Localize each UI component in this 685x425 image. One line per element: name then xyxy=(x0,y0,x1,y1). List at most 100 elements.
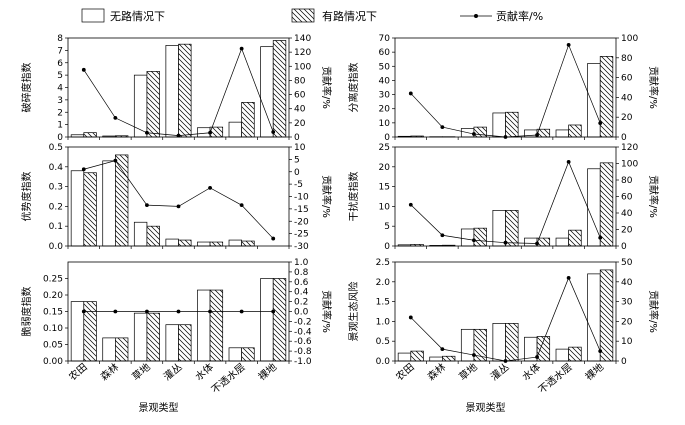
panel5-category-label-2: 草地 xyxy=(456,360,480,383)
panel4-right-tick-label-3: -0.4 xyxy=(294,327,312,337)
panel5-ylabel-right: 贡献率/% xyxy=(647,290,660,333)
panel5-ylabel: 景观生态风险 xyxy=(347,282,360,342)
panel5-bar-without-6 xyxy=(587,273,601,362)
legend-label-without-road: 无路情况下 xyxy=(110,10,165,23)
panel3-contribution-point-6 xyxy=(598,235,603,240)
panel3-contribution-point-3 xyxy=(503,240,508,245)
panel2-left-tick-label-4: 0.4 xyxy=(49,163,64,173)
panel4-category-label-1: 森林 xyxy=(98,360,122,383)
panel5-right-tick-label-3: 30 xyxy=(621,298,633,308)
panel5-left-tick-label-4: 2.0 xyxy=(376,278,391,288)
panel4-ylabel: 脆弱度指数 xyxy=(20,287,33,337)
panel0-right-tick-label-7: 140 xyxy=(294,34,311,44)
panel4-right-tick-label-4: -0.2 xyxy=(294,317,312,327)
panel4-bar-with-3 xyxy=(178,324,192,362)
panel2-left-tick-label-2: 0.2 xyxy=(49,202,63,212)
panel0-left-tick-label-4: 4 xyxy=(57,84,63,94)
panel3-contribution-point-1 xyxy=(440,233,445,238)
panel5-bar-with-0 xyxy=(410,350,424,362)
panel2-right-tick-label-2: -20 xyxy=(294,217,309,227)
panel5-bar-with-3 xyxy=(505,323,519,362)
legend-label-with-road: 有路情况下 xyxy=(322,9,377,23)
panel1-left-tick-label-3: 30 xyxy=(379,91,391,101)
panel2-contribution-point-4 xyxy=(208,185,212,190)
panel0-left-tick-label-7: 7 xyxy=(57,46,63,56)
panel3-bar-with-3 xyxy=(505,210,519,247)
panel3-ylabel: 干扰度指数 xyxy=(347,172,360,222)
panel5-xlabel: 景观类型 xyxy=(466,401,506,414)
panel1-right-tick-label-2: 40 xyxy=(621,93,633,103)
panel3-right-tick-label-0: 0 xyxy=(621,242,627,252)
panel5-category-label-4: 水体 xyxy=(520,361,543,383)
panel3-bar-without-6 xyxy=(587,168,601,247)
panel0-bar-without-6 xyxy=(260,46,274,138)
panel0-bar-with-6 xyxy=(272,40,287,138)
panel2-bar-without-5 xyxy=(228,239,242,247)
panel4-right-tick-label-1: -0.8 xyxy=(294,347,312,357)
panel4-right-tick-label-7: 0.4 xyxy=(294,288,309,298)
panel0-left-tick-label-8: 8 xyxy=(57,34,63,44)
panel3-bar-without-4 xyxy=(524,237,538,247)
panel2-bar-without-4 xyxy=(197,241,211,247)
panel4-category-label-0: 农田 xyxy=(66,360,90,383)
panel4-contribution-point-0 xyxy=(81,309,86,314)
panel1-left-tick-label-2: 20 xyxy=(379,105,391,115)
panel0-contribution-point-2 xyxy=(145,130,149,135)
panel0-bar-with-3 xyxy=(178,43,192,138)
panel1-ylabel-right: 贡献率/% xyxy=(647,66,660,109)
panel4-bar-with-4 xyxy=(209,289,224,362)
panel1-contribution-point-1 xyxy=(440,125,445,129)
panel5-contribution-point-6 xyxy=(598,349,603,353)
panel3-right-tick-label-4: 80 xyxy=(621,176,633,186)
panel5-bar-without-0 xyxy=(397,352,412,362)
panel4-category-label-6: 裸地 xyxy=(255,360,279,383)
panel4-contribution-point-3 xyxy=(176,309,181,314)
panel3-contribution-point-4 xyxy=(535,241,539,246)
panel3-left-tick-label-4: 20 xyxy=(379,163,391,173)
panel3-bar-with-5 xyxy=(568,229,582,247)
panel0-contribution-point-6 xyxy=(271,130,276,134)
panel2-right-tick-label-3: -15 xyxy=(294,205,309,215)
panel0-bar-without-3 xyxy=(165,45,179,138)
panel5-frame xyxy=(394,261,617,362)
panel0-contribution-point-3 xyxy=(176,133,181,138)
panel2-right-tick-label-7: 5 xyxy=(294,155,300,165)
panel1-left-tick-label-4: 40 xyxy=(379,76,391,86)
panel0-contribution-point-1 xyxy=(113,116,118,120)
panel0-bar-with-2 xyxy=(146,71,160,138)
panel0-right-tick-label-6: 120 xyxy=(294,48,311,58)
panel3-right-tick-label-3: 60 xyxy=(621,193,633,203)
legend-label-contribution: 贡献率/% xyxy=(496,9,543,23)
panel2-left-tick-label-0: 0.0 xyxy=(49,242,64,252)
panel4-left-tick-label-1: 0.05 xyxy=(43,341,63,351)
panel4-category-label-3: 灌丛 xyxy=(161,361,184,383)
panel1-bar-with-3 xyxy=(505,111,519,138)
panel0-bar-without-4 xyxy=(197,127,211,138)
panel1-bar-with-5 xyxy=(568,124,582,138)
panel1-contribution-point-6 xyxy=(598,121,603,126)
panel4-category-label-4: 水体 xyxy=(193,361,216,383)
panel5-bar-with-5 xyxy=(568,346,582,362)
panel1-contribution-point-5 xyxy=(566,43,571,47)
panel0-left-tick-label-6: 6 xyxy=(57,59,63,69)
panel4-left-tick-label-0: 0.00 xyxy=(43,357,63,367)
panel3-left-tick-label-3: 15 xyxy=(379,183,390,193)
panel5-category-label-3: 灌丛 xyxy=(488,361,511,383)
panel3-right-tick-label-2: 40 xyxy=(621,209,633,219)
panel1-left-tick-label-7: 70 xyxy=(379,34,391,44)
panel1-left-tick-label-0: 0 xyxy=(384,133,390,143)
panel5-left-tick-label-2: 1.0 xyxy=(376,317,391,327)
panel4-category-label-5: 不透水层 xyxy=(209,361,247,396)
panel0-left-tick-label-0: 0 xyxy=(57,133,63,143)
panel5-category-label-1: 森林 xyxy=(425,360,449,383)
panel2-contribution-point-3 xyxy=(176,204,181,209)
panel4-right-tick-label-8: 0.6 xyxy=(294,278,309,288)
panel4-left-tick-label-3: 0.15 xyxy=(43,308,63,318)
panel5-contribution-point-4 xyxy=(535,355,539,359)
panel4-contribution-point-6 xyxy=(271,309,276,314)
panel2-bar-without-3 xyxy=(165,238,179,247)
panel4-ylabel-right: 贡献率/% xyxy=(320,290,333,333)
panel4-left-tick-label-2: 0.10 xyxy=(43,324,63,334)
